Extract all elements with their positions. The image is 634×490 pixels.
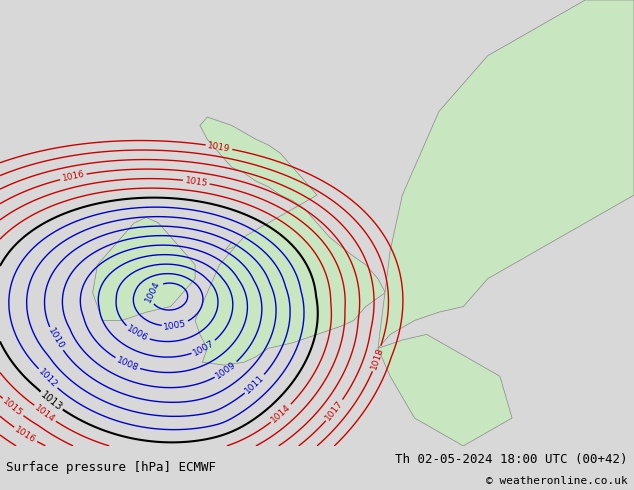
Polygon shape [378,335,512,446]
Text: 1009: 1009 [214,360,238,381]
Text: 1010: 1010 [46,327,66,351]
Text: 1013: 1013 [39,390,64,413]
Text: 1008: 1008 [115,355,139,373]
Polygon shape [195,117,385,365]
Text: 1016: 1016 [61,170,86,183]
Text: 1018: 1018 [369,346,385,371]
Polygon shape [224,243,236,251]
Text: 1007: 1007 [191,338,216,357]
Text: 1014: 1014 [269,402,293,424]
Text: 1012: 1012 [37,368,59,390]
Text: Surface pressure [hPa] ECMWF: Surface pressure [hPa] ECMWF [6,462,216,474]
Text: 1017: 1017 [324,398,345,422]
Text: 1019: 1019 [207,141,231,153]
Text: 1011: 1011 [243,373,266,395]
Text: Th 02-05-2024 18:00 UTC (00+42): Th 02-05-2024 18:00 UTC (00+42) [395,453,628,466]
Polygon shape [93,218,195,320]
Text: 1004: 1004 [143,279,162,304]
Text: 1015: 1015 [184,176,209,188]
Text: © weatheronline.co.uk: © weatheronline.co.uk [486,476,628,486]
Text: 1015: 1015 [1,396,25,418]
Text: 1014: 1014 [33,403,56,424]
Text: 1005: 1005 [163,319,187,332]
Text: 1016: 1016 [13,425,37,444]
Polygon shape [378,0,634,348]
Text: 1006: 1006 [125,324,150,343]
